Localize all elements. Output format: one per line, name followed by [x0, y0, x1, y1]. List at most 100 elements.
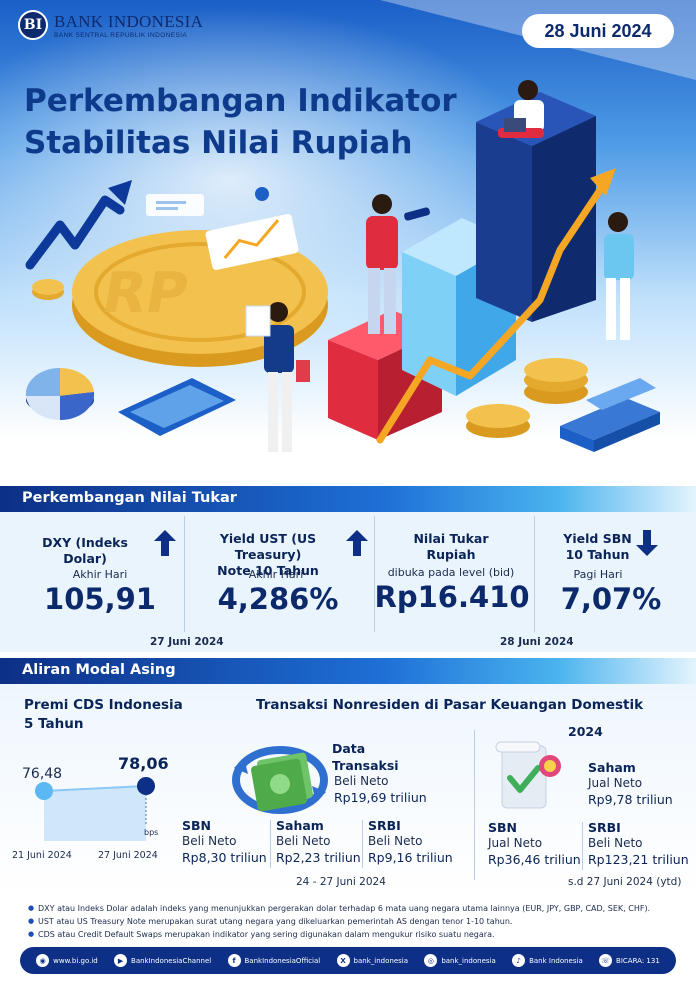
ust-sub: Akhir Hari: [248, 568, 304, 581]
footer-text: BankIndonesiaOfficial: [244, 956, 321, 965]
rupiah-title: Nilai Tukar Rupiah: [376, 531, 526, 563]
ytd-saham-label: Saham: [588, 760, 636, 775]
ytd-srbi-label: SRBI: [588, 820, 621, 835]
divider: [582, 822, 583, 870]
dxy-sub: Akhir Hari: [72, 568, 128, 581]
saham-tx-value: Rp2,23 triliun: [276, 850, 361, 865]
cds-title: Premi CDS Indonesia 5 Tahun: [24, 696, 183, 734]
footer-text: Bank Indonesia: [529, 956, 583, 965]
certificate-icon: [495, 741, 561, 809]
page-title: Perkembangan Indikator Stabilitas Nilai …: [24, 80, 484, 164]
youtube-icon: ▶: [114, 954, 128, 967]
footer-text: bank_indonesia: [441, 956, 496, 965]
footer-text: bank_indonesia: [353, 956, 409, 965]
saham-label: Saham: [276, 818, 324, 833]
rupiah-value: Rp16.410: [374, 580, 530, 614]
ust-title-line-2: Note 10 Tahun: [217, 563, 319, 578]
title-line-2: Stabilitas Nilai Rupiah: [24, 125, 413, 161]
hero-banner: RP: [0, 0, 696, 478]
instagram-icon: ◎: [424, 954, 438, 967]
transaksi-title: Transaksi Nonresiden di Pasar Keuangan D…: [256, 697, 644, 713]
ytd-period: s.d 27 Juni 2024 (ytd): [568, 876, 682, 888]
data-transaksi-label: Data Transaksi: [332, 740, 399, 774]
section-nilai-tukar: Perkembangan Nilai Tukar: [0, 486, 696, 512]
cds-title-line-1: Premi CDS Indonesia: [24, 697, 183, 713]
sbn-tx-sub: Beli Neto: [182, 834, 237, 848]
footer-bicara-link[interactable]: ☏ BICARA: 131: [599, 954, 660, 967]
bicara-icon: ☏: [599, 954, 613, 967]
arrow-up-icon: [154, 530, 176, 556]
ust-title-line-1: Yield UST (US Treasury): [219, 531, 317, 562]
rupiah-title-line-1: Nilai Tukar: [413, 531, 489, 546]
srbi-label: SRBI: [368, 818, 401, 833]
footer-text: www.bi.go.id: [53, 956, 98, 965]
cds-unit: bps: [144, 828, 159, 837]
divider: [270, 820, 271, 868]
dxy-value: 105,91: [44, 582, 156, 616]
report-date: 28 Juni 2024: [522, 14, 674, 48]
globe-icon: ◉: [36, 954, 50, 967]
money-exchange-icon: [232, 746, 328, 814]
data-transaksi-value: Rp19,69 triliun: [334, 790, 427, 805]
money-bundle-icon: [586, 378, 656, 410]
data-transaksi-line-1: Data: [332, 741, 366, 756]
footnote: CDS atau Credit Default Swaps merupakan …: [28, 928, 678, 941]
sbn-title-line-1: Yield SBN: [563, 531, 632, 546]
footer-facebook-link[interactable]: f BankIndonesiaOfficial: [227, 954, 321, 967]
hero-illustration: RP: [25, 0, 696, 452]
divider: [184, 516, 185, 632]
arrow-down-icon: [636, 530, 658, 556]
ust-value: 4,286%: [217, 582, 339, 616]
data-transaksi-line-2: Transaksi: [332, 758, 399, 773]
ytd-year: 2024: [568, 724, 603, 739]
footer-instagram-link[interactable]: ◎ bank_indonesia: [424, 954, 496, 967]
coin-stack-icon: [524, 358, 588, 382]
sbn-title: Yield SBN 10 Tahun: [550, 531, 645, 563]
trend-arrow-icon: [25, 195, 125, 270]
cds-area: [44, 786, 146, 841]
transaksi-period: 24 - 27 Juni 2024: [296, 876, 386, 888]
x-icon: X: [336, 954, 350, 967]
footer-website-link[interactable]: ◉ www.bi.go.id: [36, 954, 98, 967]
cds-point-2: [137, 777, 155, 795]
divider: [362, 820, 363, 868]
footer-text: BankIndonesiaChannel: [131, 956, 212, 965]
ust-title: Yield UST (US Treasury) Note 10 Tahun: [188, 531, 348, 579]
footer-youtube-link[interactable]: ▶ BankIndonesiaChannel: [114, 954, 211, 967]
sbn-sub: Pagi Hari: [573, 568, 623, 581]
section-title-aliran: Aliran Modal Asing: [22, 662, 176, 678]
social-footer: ◉ www.bi.go.id ▶ BankIndonesiaChannel f …: [20, 947, 676, 974]
ytd-saham-sub: Jual Neto: [588, 776, 643, 790]
rupiah-title-line-2: Rupiah: [426, 547, 476, 562]
cds-title-line-2: 5 Tahun: [24, 716, 84, 732]
date-right: 28 Juni 2024: [500, 636, 574, 648]
date-left: 27 Juni 2024: [150, 636, 224, 648]
growth-arrow-icon: [376, 186, 604, 444]
divider: [374, 516, 375, 632]
sbn-label: SBN: [182, 818, 211, 833]
footer-x-link[interactable]: X bank_indonesia: [336, 954, 409, 967]
sbn-tx-value: Rp8,30 triliun: [182, 850, 267, 865]
svg-text:RP: RP: [98, 261, 194, 326]
footer-tiktok-link[interactable]: ♪ Bank Indonesia: [512, 954, 583, 967]
section-title-nilai-tukar: Perkembangan Nilai Tukar: [22, 490, 237, 506]
sbn-title-line-2: 10 Tahun: [565, 547, 630, 562]
arrow-up-icon: [346, 530, 368, 556]
ytd-sbn-value: Rp36,46 triliun: [488, 852, 581, 867]
ytd-srbi-value: Rp123,21 triliun: [588, 852, 689, 867]
nilai-tukar-panel: [0, 512, 696, 652]
data-transaksi-sub: Beli Neto: [334, 774, 389, 788]
cds-date-1: 21 Juni 2024: [12, 850, 72, 861]
org-name: BANK INDONESIA: [54, 11, 204, 31]
cds-value-2: 78,06: [118, 754, 169, 773]
footnote: UST atau US Treasury Note merupakan sura…: [28, 915, 678, 928]
sbn-value: 7,07%: [560, 582, 662, 616]
srbi-tx-value: Rp9,16 triliun: [368, 850, 453, 865]
cds-date-2: 27 Juni 2024: [98, 850, 158, 861]
tiktok-icon: ♪: [512, 954, 526, 967]
ytd-saham-value: Rp9,78 triliun: [588, 792, 673, 807]
rupiah-sub: dibuka pada level (bid): [387, 566, 515, 579]
saham-tx-sub: Beli Neto: [276, 834, 331, 848]
bi-logo-icon: BI: [18, 10, 48, 40]
title-line-1: Perkembangan Indikator: [24, 83, 457, 119]
